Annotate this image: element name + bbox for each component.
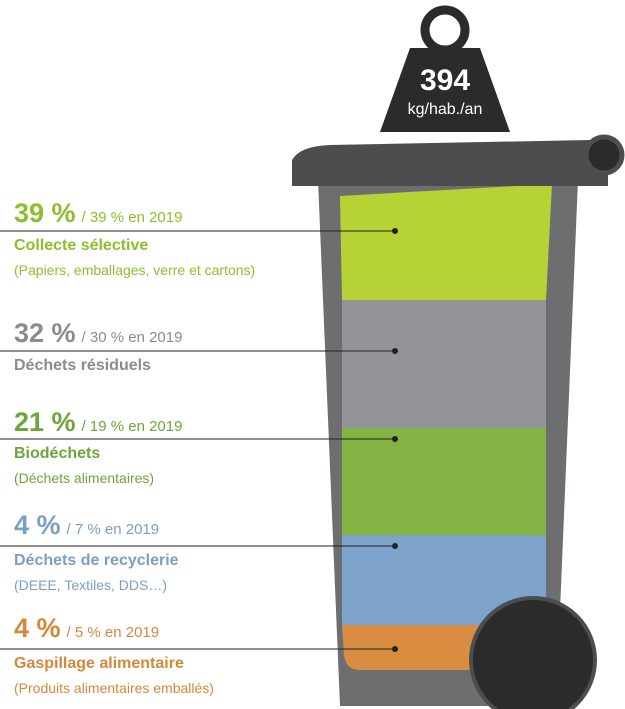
band-bio: [342, 428, 546, 535]
category-detail: (Déchets alimentaires): [14, 470, 154, 486]
share-percent: 21 %: [14, 407, 76, 437]
category-label: Biodéchets: [14, 445, 100, 462]
share-percent: 39 %: [14, 198, 76, 228]
category-label: Gaspillage alimentaire: [14, 655, 184, 672]
category-detail: (Produits alimentaires emballés): [14, 680, 214, 696]
share-previous: / 5 % en 2019: [67, 624, 160, 641]
band-residual: [342, 300, 546, 428]
share: 39 % / 39 % en 2019: [14, 198, 182, 228]
weight-unit: kg/hab./an: [408, 101, 483, 118]
share-previous: / 7 % en 2019: [67, 521, 160, 538]
share: 21 % / 19 % en 2019: [14, 407, 182, 437]
share-percent: 4 %: [14, 613, 61, 643]
leader-dot: [392, 436, 398, 442]
category-detail: (DEEE, Textiles, DDS…): [14, 577, 167, 593]
weight: [380, 48, 510, 132]
band-selective: [340, 184, 552, 300]
leader-dot: [392, 348, 398, 354]
share-percent: 32 %: [14, 318, 76, 348]
category-label: Déchets résiduels: [14, 357, 151, 374]
wheel: [469, 596, 597, 709]
leader-dot: [392, 228, 398, 234]
weight-ring: [420, 5, 470, 55]
leader-dot: [392, 543, 398, 549]
bin-lid: [292, 140, 608, 186]
share-percent: 4 %: [14, 510, 61, 540]
share-previous: / 19 % en 2019: [82, 418, 183, 435]
share-previous: / 30 % en 2019: [82, 329, 183, 346]
share: 4 % / 5 % en 2019: [14, 613, 159, 643]
share: 4 % / 7 % en 2019: [14, 510, 159, 540]
share: 32 % / 30 % en 2019: [14, 318, 182, 348]
weight-value: 394: [420, 64, 470, 97]
share-previous: / 39 % en 2019: [82, 209, 183, 226]
category-label: Collecte sélective: [14, 237, 148, 254]
lid-hinge: [583, 134, 625, 176]
leader-dot: [392, 646, 398, 652]
category-detail: (Papiers, emballages, verre et cartons): [14, 262, 255, 278]
category-label: Déchets de recyclerie: [14, 552, 179, 569]
